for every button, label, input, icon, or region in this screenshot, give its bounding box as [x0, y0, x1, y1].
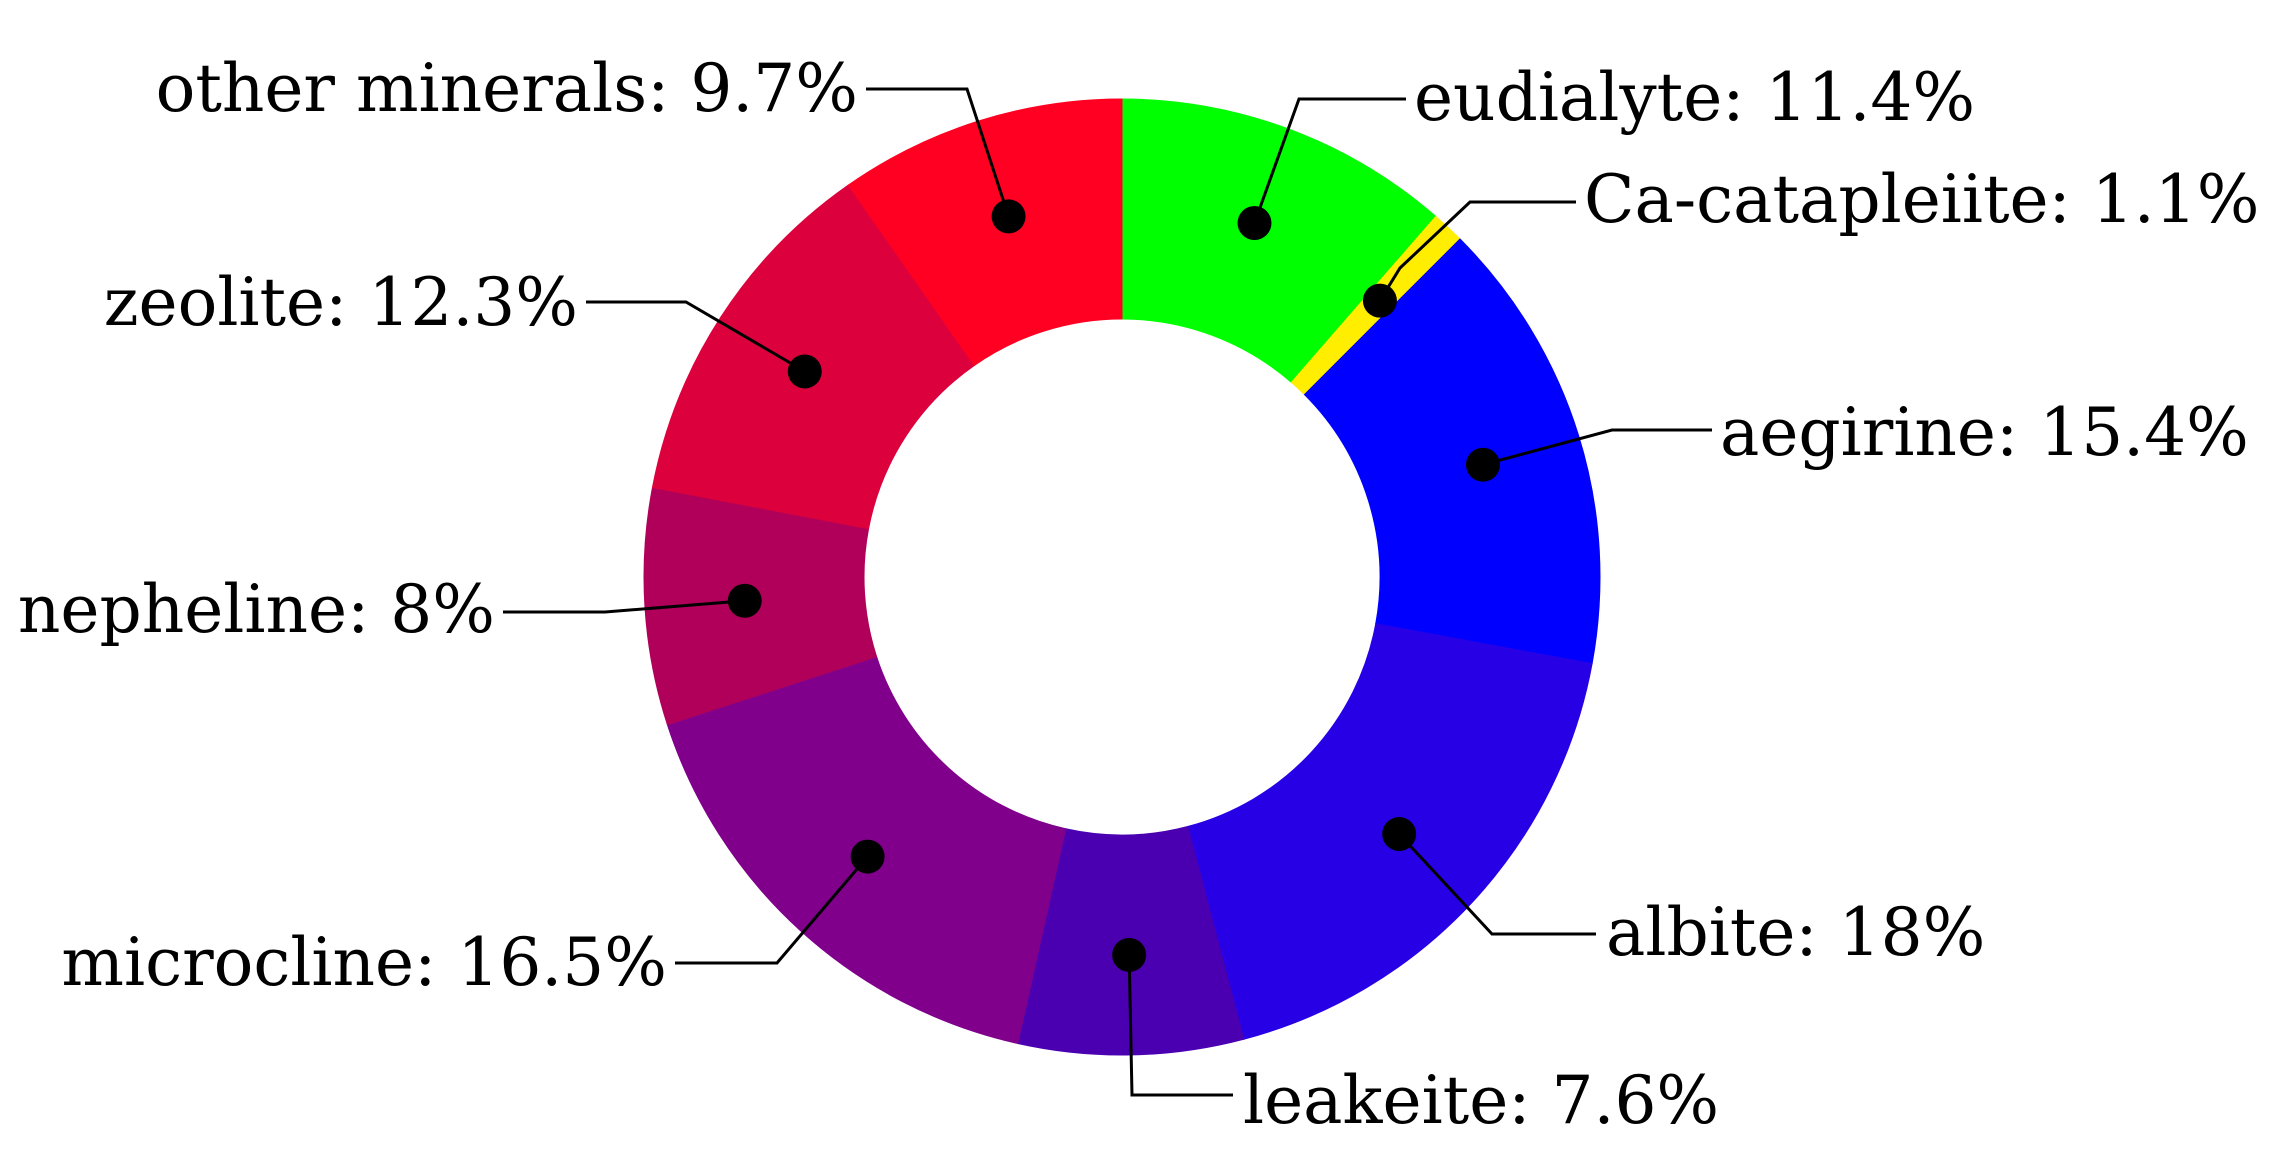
- dot-aegirine: [1465, 447, 1500, 482]
- leader-line-nepheline: [503, 599, 745, 614]
- label-other-minerals: other minerals: 9.7%: [156, 50, 858, 127]
- label-nepheline: nepheline: 8%: [18, 571, 495, 648]
- leader-line-ca-catapleiite: [1378, 200, 1576, 302]
- label-aegirine: aegirine: 15.4%: [1720, 394, 2249, 471]
- leader-line-eudialyte: [1253, 97, 1406, 224]
- dot-albite: [1382, 817, 1417, 852]
- leader-line-leakeite: [1127, 954, 1233, 1097]
- label-albite: albite: 18%: [1606, 894, 1985, 971]
- dot-ca-catapleiite: [1362, 283, 1397, 318]
- dot-other-minerals: [991, 199, 1026, 234]
- leader-line-microcline: [675, 855, 869, 965]
- leader-line-zeolite: [586, 300, 806, 373]
- label-eudialyte: eudialyte: 11.4%: [1414, 59, 1975, 136]
- slice-other-minerals: [847, 98, 1123, 367]
- dot-microcline: [850, 839, 885, 874]
- dot-eudialyte: [1237, 205, 1272, 240]
- slice-aegirine: [1303, 238, 1601, 665]
- slice-eudialyte: [1121, 98, 1437, 384]
- dot-zeolite: [787, 354, 822, 389]
- leaders-group: [503, 87, 1712, 1097]
- leader-line-aegirine: [1482, 428, 1712, 467]
- label-leakeite: leakeite: 7.6%: [1243, 1062, 1719, 1139]
- label-ca-catapleiite: Ca-catapleiite: 1.1%: [1584, 161, 2259, 238]
- slices-group: [643, 98, 1601, 1056]
- label-microcline: microcline: 16.5%: [61, 924, 667, 1001]
- dot-nepheline: [727, 583, 762, 618]
- leader-line-other-minerals: [866, 87, 1011, 217]
- dots-group: [727, 199, 1500, 972]
- label-zeolite: zeolite: 12.3%: [104, 264, 578, 341]
- leader-line-albite: [1398, 833, 1596, 936]
- labels-group: eudialyte: 11.4% Ca-catapleiite: 1.1% aegi…: [18, 50, 2260, 1139]
- dot-leakeite: [1112, 937, 1147, 972]
